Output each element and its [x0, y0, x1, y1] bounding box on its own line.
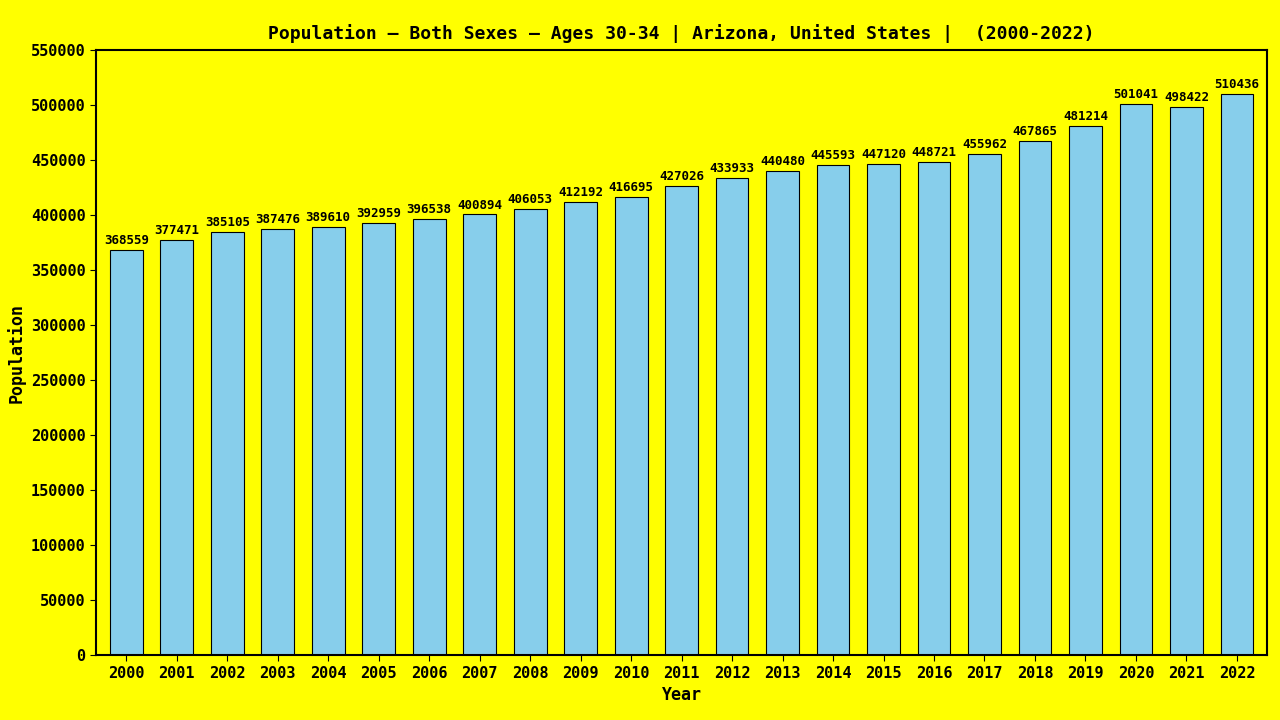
Y-axis label: Population: Population	[6, 303, 26, 402]
Text: 445593: 445593	[810, 150, 855, 163]
Text: 455962: 455962	[963, 138, 1007, 151]
Text: 448721: 448721	[911, 146, 956, 159]
Text: 377471: 377471	[155, 225, 200, 238]
Bar	[867, 163, 900, 655]
Bar	[362, 223, 396, 655]
Text: 416695: 416695	[608, 181, 654, 194]
Bar	[817, 165, 850, 655]
Text: 481214: 481214	[1062, 110, 1108, 123]
Text: 433933: 433933	[709, 162, 755, 175]
Text: 510436: 510436	[1215, 78, 1260, 91]
Bar	[261, 229, 294, 655]
Text: 412192: 412192	[558, 186, 603, 199]
Text: 447120: 447120	[861, 148, 906, 161]
Text: 427026: 427026	[659, 170, 704, 183]
Text: 467865: 467865	[1012, 125, 1057, 138]
Text: 396538: 396538	[407, 204, 452, 217]
Bar	[1069, 126, 1102, 655]
Text: 400894: 400894	[457, 199, 502, 212]
Bar	[1120, 104, 1152, 655]
X-axis label: Year: Year	[662, 686, 701, 704]
Text: 440480: 440480	[760, 155, 805, 168]
Text: 387476: 387476	[255, 213, 301, 226]
Bar	[968, 154, 1001, 655]
Text: 501041: 501041	[1114, 89, 1158, 102]
Bar	[463, 215, 497, 655]
Bar	[1019, 140, 1051, 655]
Bar	[412, 219, 445, 655]
Bar	[564, 202, 596, 655]
Bar	[1170, 107, 1203, 655]
Bar	[918, 162, 951, 655]
Text: 368559: 368559	[104, 234, 148, 247]
Bar	[312, 227, 344, 655]
Bar	[716, 178, 749, 655]
Bar	[110, 250, 142, 655]
Bar	[666, 186, 698, 655]
Bar	[160, 240, 193, 655]
Title: Population – Both Sexes – Ages 30-34 | Arizona, United States |  (2000-2022): Population – Both Sexes – Ages 30-34 | A…	[269, 24, 1094, 43]
Text: 389610: 389610	[306, 211, 351, 224]
Bar	[1221, 94, 1253, 655]
Bar	[513, 209, 547, 655]
Text: 406053: 406053	[508, 193, 553, 206]
Text: 498422: 498422	[1164, 91, 1208, 104]
Text: 392959: 392959	[356, 207, 401, 220]
Bar	[614, 197, 648, 655]
Bar	[211, 232, 243, 655]
Text: 385105: 385105	[205, 216, 250, 229]
Bar	[767, 171, 799, 655]
